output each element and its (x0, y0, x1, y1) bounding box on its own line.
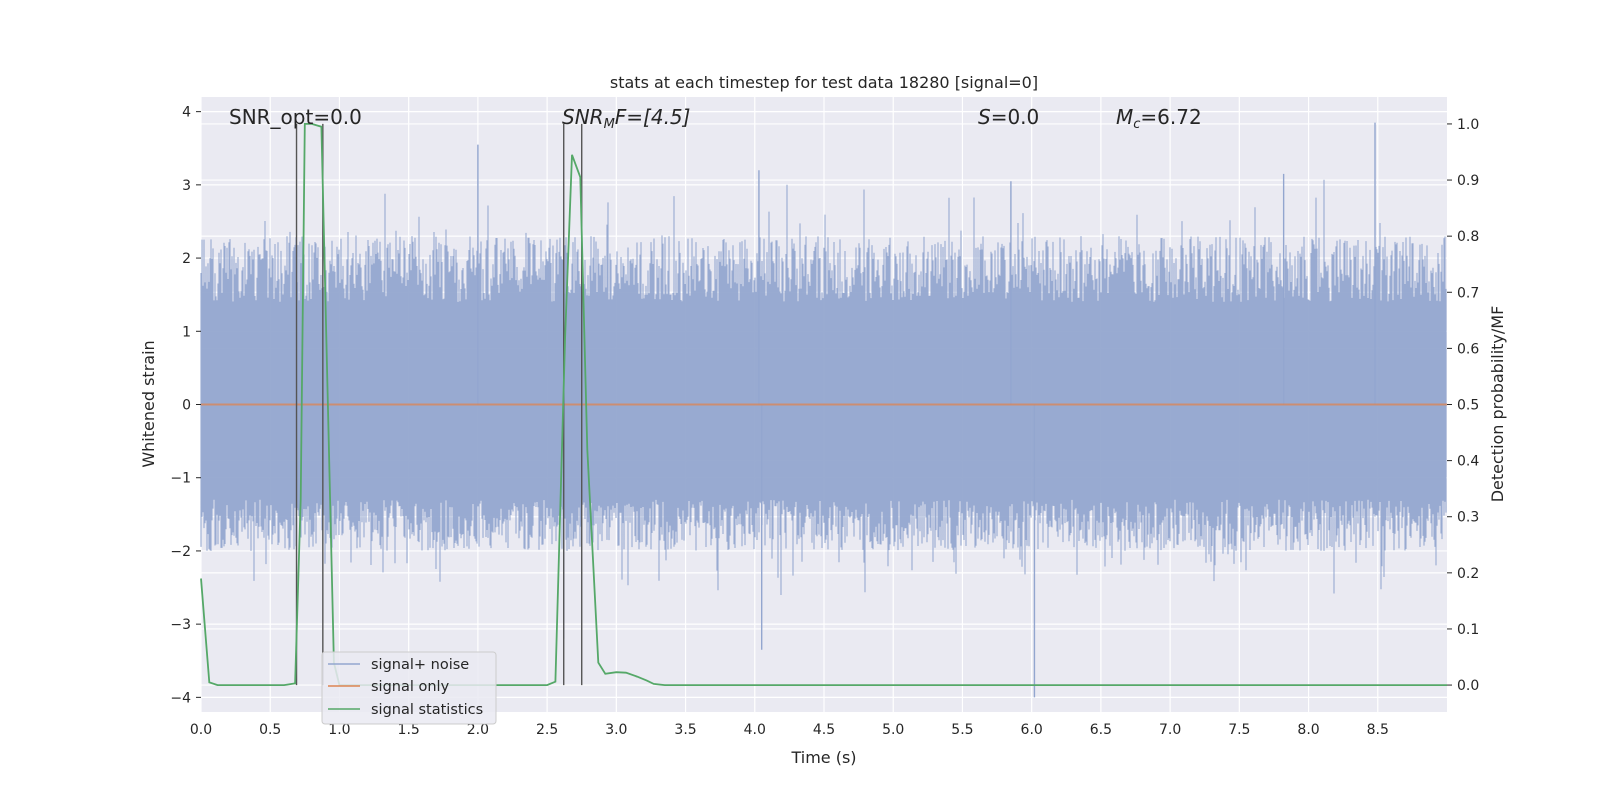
annotation-s-main: S (978, 105, 991, 129)
annotation-snr-mf-rest: F=[4.5] (615, 105, 691, 129)
y-right-tick-label: 0.2 (1457, 566, 1479, 582)
x-tick-label: 3.0 (605, 722, 627, 738)
x-tick-label: 2.0 (467, 722, 489, 738)
x-tick-label: 0.5 (259, 722, 281, 738)
annotation-snr-opt: SNR_opt=0.0 (229, 105, 362, 129)
annotation-snr-mf-main: SNR (562, 105, 604, 129)
annotation-snr-mf: SNRMF=[4.5] (562, 105, 690, 132)
y-right-tick-label: 0.9 (1457, 173, 1479, 189)
x-tick-label: 1.0 (328, 722, 350, 738)
x-tick-label: 4.5 (813, 722, 835, 738)
y-left-tick-label: 2 (182, 251, 191, 267)
noise-trace (200, 179, 1447, 595)
noise-series (200, 122, 1447, 698)
y-right-tick-label: 0.4 (1457, 454, 1479, 470)
y-left-tick-label: 4 (182, 105, 191, 121)
series-marks (200, 123, 1447, 686)
x-tick-label: 3.5 (674, 722, 696, 738)
y-right-tick-labels: 1.0 0.9 0.8 0.7 0.6 0.5 0.4 0.3 0.2 0.1 0.0 (1447, 117, 1479, 694)
legend: signal+ noise signal only signal statist… (321, 651, 497, 725)
y-left-tick-label: 0 (182, 398, 191, 414)
annotation-s-rest: =0.0 (991, 105, 1040, 129)
y-right-tick-label: 0.5 (1457, 398, 1479, 414)
x-axis-label: Time (s) (790, 748, 856, 767)
y-left-tick-label: 3 (182, 178, 191, 194)
x-tick-label: 7.0 (1159, 722, 1181, 738)
y-right-tick-label: 0.0 (1457, 678, 1479, 694)
annotations: SNR_opt=0.0 SNRMF=[4.5] S=0.0 Mc=6.72 (229, 105, 1202, 132)
y-right-tick-label: 0.3 (1457, 510, 1479, 526)
annotation-mc-rest: =6.72 (1140, 105, 1201, 129)
y-left-tick-label: −3 (170, 617, 191, 633)
annotation-s: S=0.0 (978, 105, 1039, 129)
annotation-mc-sub: c (1133, 117, 1140, 132)
y-right-tick-label: 1.0 (1457, 117, 1479, 133)
y-right-tick-label: 0.1 (1457, 622, 1479, 638)
x-tick-label: 2.5 (536, 722, 558, 738)
x-tick-labels: 0.0 0.5 1.0 1.5 2.0 2.5 3.0 3.5 4.0 4.5 5.0 5.5 6.0 6… (190, 722, 1389, 738)
y-right-tick-label: 0.7 (1457, 285, 1479, 301)
annotation-mc: Mc=6.72 (1116, 105, 1202, 132)
legend-label-noise: signal+ noise (371, 657, 469, 673)
legend-label-signal: signal only (371, 679, 450, 695)
annotation-snr-mf-sub: M (604, 117, 615, 132)
x-tick-label: 5.0 (882, 722, 904, 738)
x-tick-label: 4.0 (744, 722, 766, 738)
x-tick-label: 7.5 (1228, 722, 1250, 738)
y-right-tick-label: 0.6 (1457, 341, 1479, 357)
x-tick-label: 6.0 (1021, 722, 1043, 738)
y-left-tick-label: −2 (170, 544, 191, 560)
x-tick-label: 5.5 (951, 722, 973, 738)
legend-label-stats: signal statistics (371, 702, 483, 718)
y-left-tick-label: −1 (170, 471, 191, 487)
chart-title: stats at each timestep for test data 182… (610, 73, 1038, 92)
x-tick-label: 8.0 (1297, 722, 1319, 738)
x-tick-label: 0.0 (190, 722, 212, 738)
y-right-tick-label: 0.8 (1457, 229, 1479, 245)
signal-statistics-line (200, 123, 1447, 686)
y-left-tick-label: 1 (182, 324, 191, 340)
legend-box (321, 651, 497, 725)
y-left-tick-labels: 4 3 2 1 0 −1 −2 −3 −4 (170, 105, 201, 706)
annotation-mc-main: M (1116, 105, 1133, 129)
y-right-axis-label: Detection probability/MF (1488, 306, 1507, 503)
y-left-tick-label: −4 (170, 690, 191, 706)
x-tick-label: 6.5 (1090, 722, 1112, 738)
x-tick-label: 8.5 (1367, 722, 1389, 738)
y-left-axis-label: Whitened strain (139, 340, 158, 467)
x-tick-label: 1.5 (398, 722, 420, 738)
